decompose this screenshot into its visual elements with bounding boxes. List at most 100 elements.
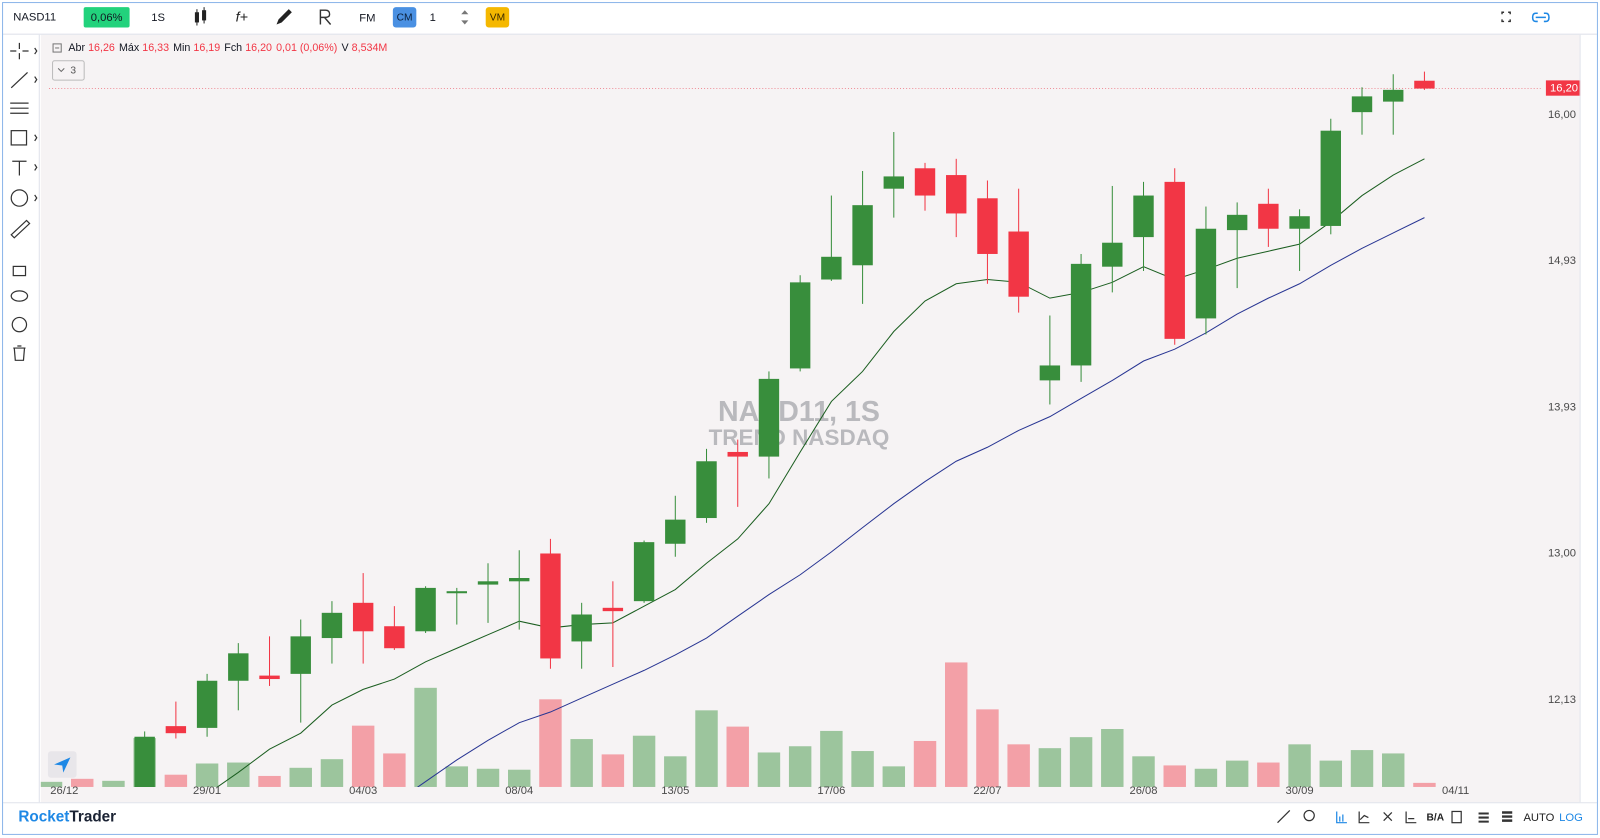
volume-bar [1413,782,1436,787]
volume-bar [445,766,469,787]
tools [10,42,38,361]
volume-bar [258,775,281,787]
volume-bar [320,759,344,787]
volume-bar [164,774,188,787]
last-price-tag [1545,80,1581,96]
volume-bar [476,768,500,787]
collapse-chevron [57,68,65,73]
candle-body [602,607,624,612]
legend-label: Máx [119,42,140,54]
replay-icon[interactable] [319,9,332,25]
volume-bar [1163,765,1186,787]
watermark: NASD11, 1S [718,396,880,428]
x-tick-label: 30/09 [1286,785,1314,797]
legend-label: Fch [224,42,242,54]
candle-body [446,591,468,594]
ruler-icon[interactable] [1277,810,1291,824]
function-button[interactable]: f+ [236,10,248,26]
candle-body [196,680,218,728]
axes: 12,13 13,00 13,93 14,93 16,00 16,20 26/12 29/01… [50,80,1581,797]
axis-icon[interactable] [1405,811,1417,824]
candle-body [1008,231,1029,297]
x-tick-label: 29/01 [193,785,221,797]
volume-bar [1288,744,1311,787]
volume-bar [976,709,999,787]
footer-icons [1277,809,1513,824]
x-tick-label: 04/11 [1442,785,1469,797]
volume-bar [383,753,406,787]
legend-label: Min [173,42,190,54]
cm: CM [397,13,413,24]
eye-tool[interactable] [10,290,29,302]
candle-body [821,256,842,280]
volume-bar [945,662,968,787]
x-tick-label: 17/06 [817,785,845,797]
emoji-tool[interactable] [10,189,29,207]
legend-label: Abr [68,42,85,54]
symbol[interactable]: NASD11 [13,11,56,23]
bid-ask[interactable]: B/A [1427,812,1445,823]
brand-part: Rocket [18,809,69,826]
pencil-icon[interactable] [276,9,292,25]
bars-icon[interactable] [1336,811,1347,824]
fm-button[interactable]: FM [359,12,375,24]
x-tick-label: 26/12 [50,785,78,797]
quantity[interactable]: 1 [430,12,436,24]
candle-body [1133,195,1154,238]
candle-body [1383,89,1404,102]
candle-body [165,726,187,734]
x-tick-label: 04/03 [349,785,377,797]
plot [40,71,1541,787]
volume-bar [695,710,718,787]
legend-value: 16,33 [142,42,169,54]
volume-bar [601,754,625,787]
ruler-tool[interactable] [10,219,31,239]
volume-bar [539,699,562,787]
collapse-button[interactable] [52,60,85,81]
moving-average [416,217,1425,787]
volume-bar [664,756,687,787]
candle-body [1414,80,1435,89]
crosshair-tool[interactable] [10,42,29,60]
volume-bar [788,746,812,787]
stepper[interactable] [461,10,469,25]
menu-icon[interactable] [1502,811,1513,822]
candle-body [883,176,905,189]
volume-bar [1132,756,1155,787]
candle-body [1351,96,1373,113]
volume-bar [882,766,906,787]
fib-tool[interactable] [10,102,29,114]
candle-body [758,378,780,457]
log-scale[interactable]: LOG [1559,812,1583,824]
candle-body [1039,365,1061,381]
trash-tool[interactable] [13,345,26,361]
volume-bar [1194,768,1218,787]
scatter-icon[interactable] [1383,812,1393,822]
line-icon[interactable] [1358,811,1370,824]
candle-body [852,205,873,266]
zoom-icon[interactable] [1303,809,1315,822]
book-icon[interactable] [1451,810,1462,824]
fullscreen-icon[interactable] [1501,11,1511,23]
lock-tool[interactable] [12,265,27,277]
candle-body [696,461,717,519]
candle-body [477,581,499,585]
interval[interactable]: 1S [151,12,165,24]
volume-bar [1101,729,1124,787]
list-icon[interactable] [1478,812,1489,823]
legend-value: 16,26 [88,42,115,54]
legend-toggle[interactable] [52,43,62,53]
vm-badge[interactable] [485,7,510,28]
cm-badge[interactable] [392,7,417,28]
auto-scale[interactable]: AUTO [1523,812,1554,824]
volume-bar [820,730,843,787]
change: 0,06% [91,12,123,24]
help-tool[interactable] [11,316,28,333]
line-tool[interactable] [10,72,28,89]
candle-body [914,168,936,196]
shape-tool[interactable] [10,130,28,146]
link-icon[interactable] [1531,12,1550,23]
text-tool[interactable] [12,160,27,176]
candle-icon[interactable] [194,7,207,26]
